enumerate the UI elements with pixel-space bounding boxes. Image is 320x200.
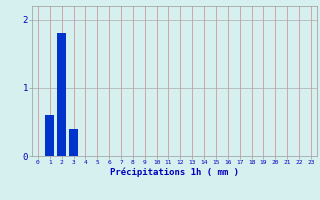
- Bar: [57, 33, 66, 156]
- Bar: [45, 115, 54, 156]
- Bar: [69, 129, 78, 156]
- X-axis label: Précipitations 1h ( mm ): Précipitations 1h ( mm ): [110, 168, 239, 177]
